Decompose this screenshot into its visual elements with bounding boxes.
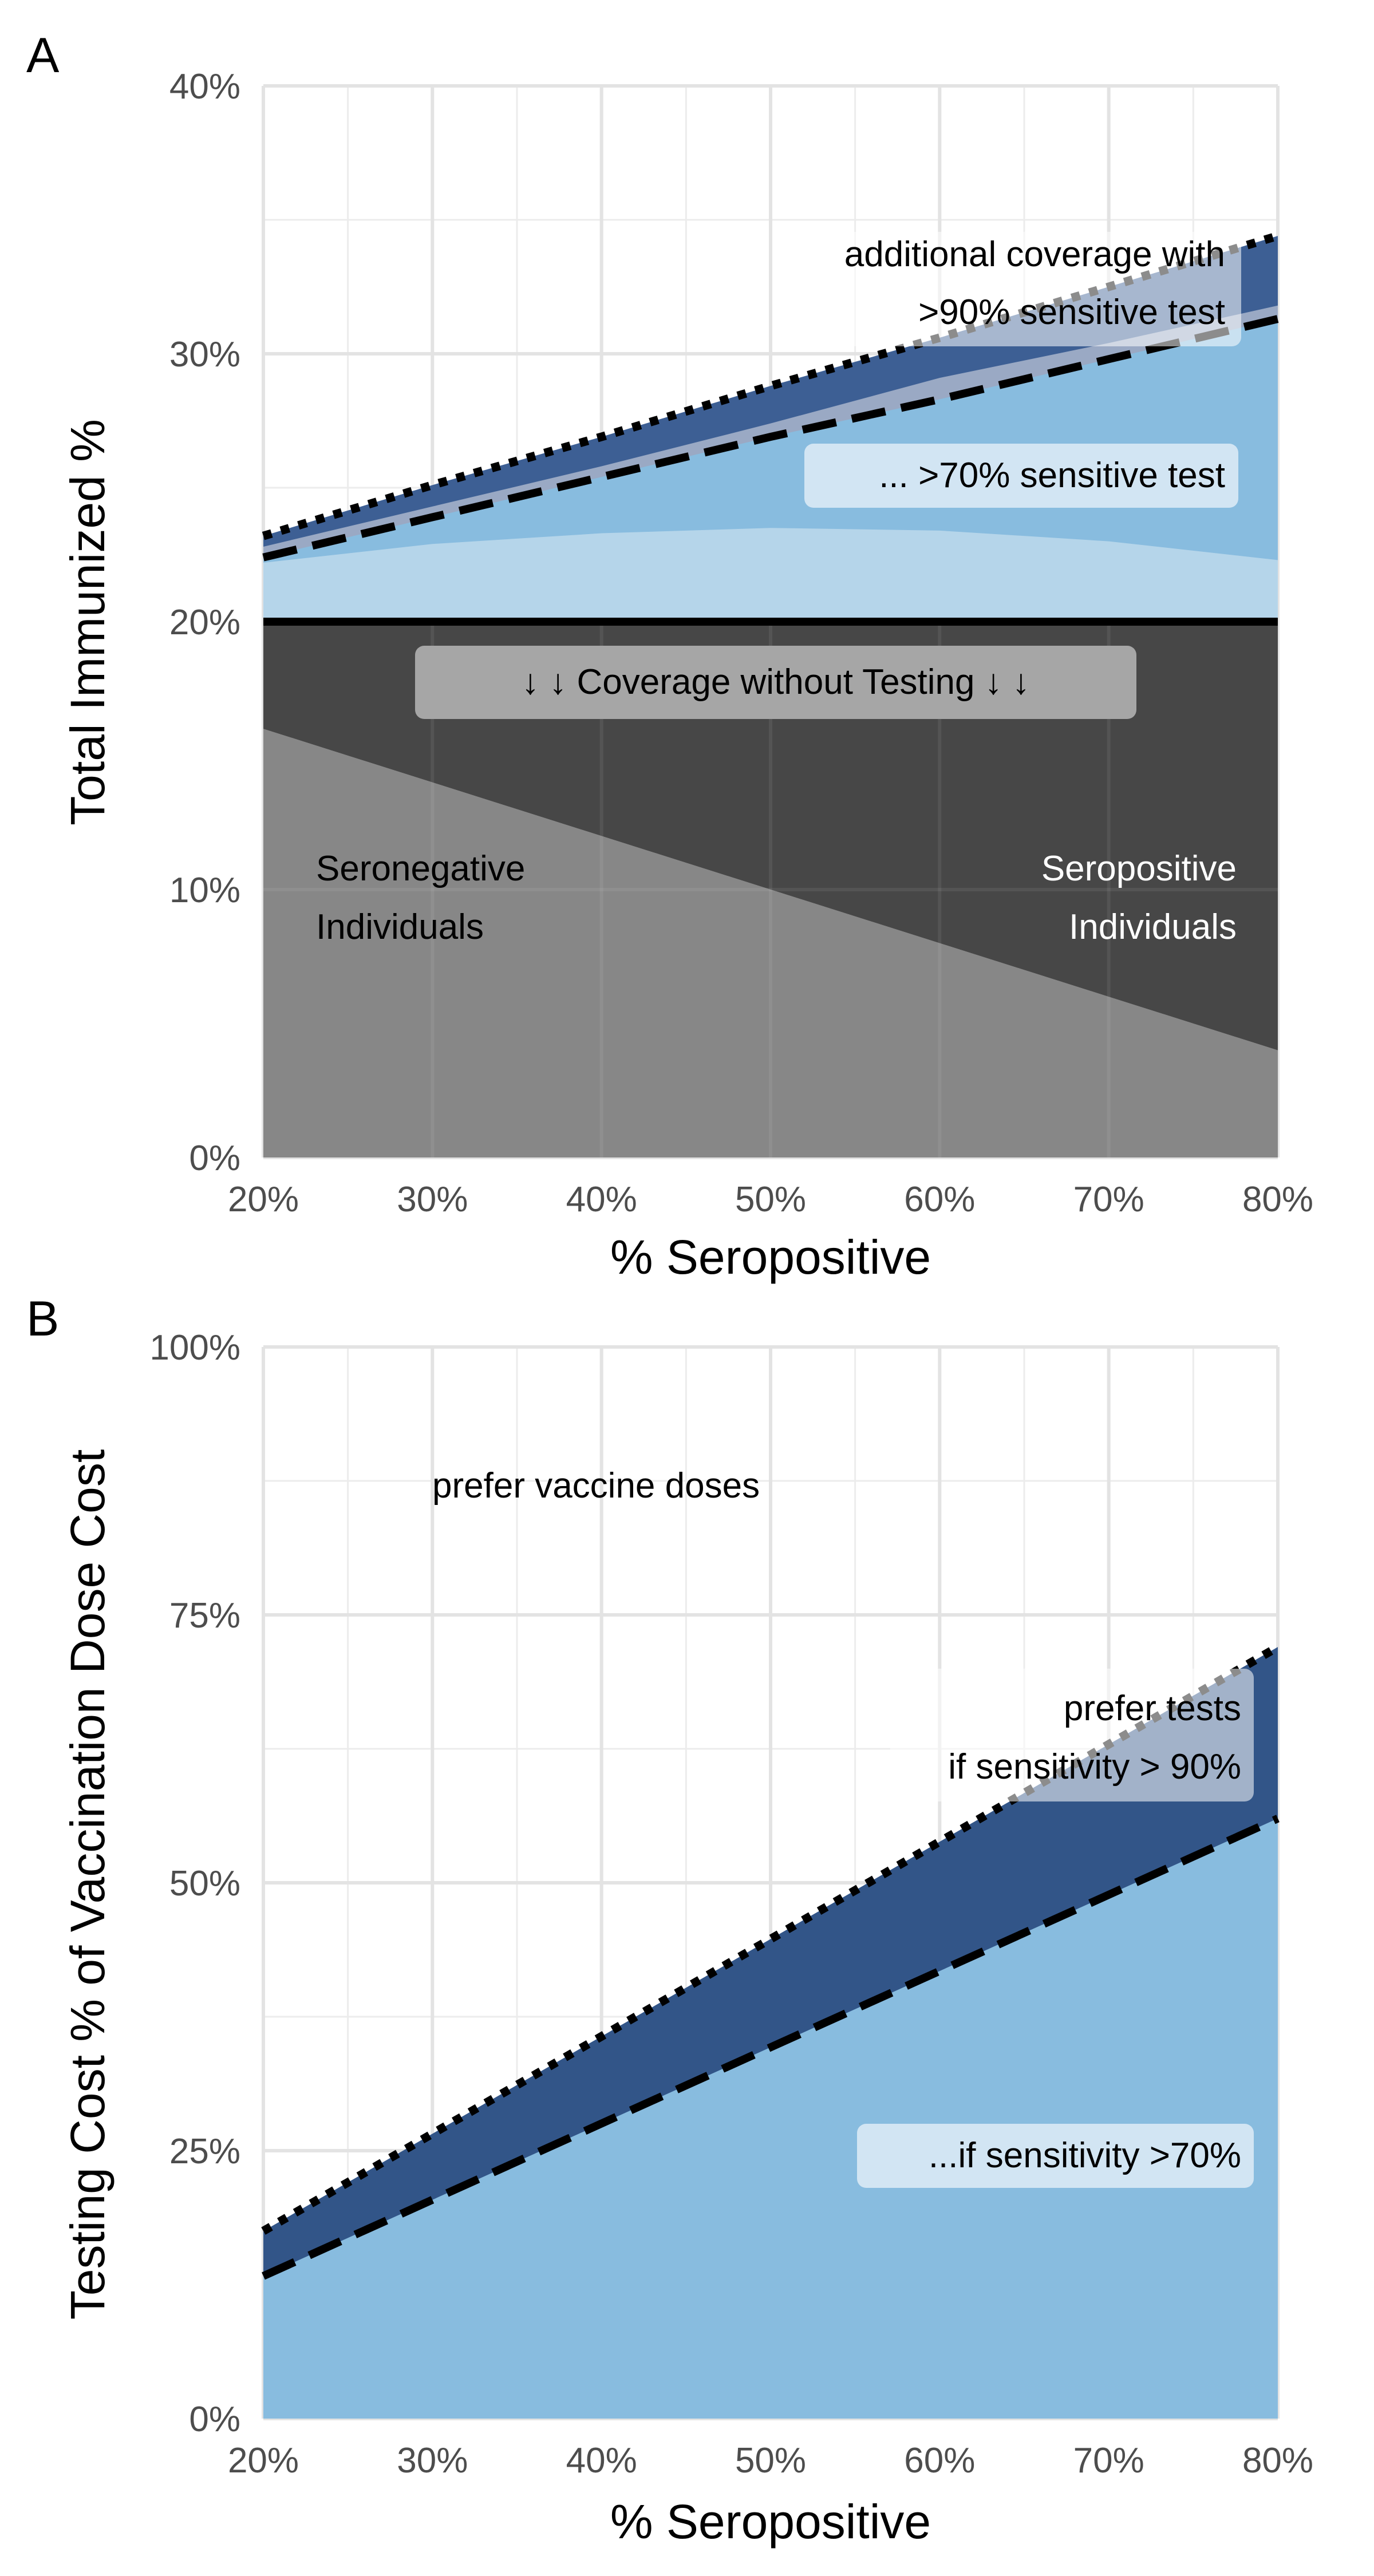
sensitivity-70-dashed-line	[262, 315, 1279, 562]
panel-a-y-tick-labels: 0% 10% 20% 30% 40%	[169, 67, 240, 1178]
panel-a-x-axis-title: % Seropositive	[610, 1230, 931, 1284]
panel-b-y-tick-label: 25%	[169, 2132, 240, 2171]
panel-a-y-axis-title: Total Immunized %	[61, 419, 114, 825]
sensitivity-70-dashed-line	[262, 1815, 1280, 2280]
prefer-tests-label-box	[890, 1669, 1254, 1801]
panel-a-label: A	[26, 28, 60, 83]
seronegative-label-line1: Seronegative	[316, 849, 525, 888]
panel-a-x-tick-label: 50%	[735, 1180, 806, 1219]
sensitive70-label-box	[804, 444, 1238, 508]
prefer-vaccine-label: prefer vaccine doses	[432, 1466, 760, 1506]
additional-coverage-label-box	[813, 232, 1241, 346]
panel-a-y-tick-label: 0%	[189, 1139, 240, 1178]
panel-b-x-tick-label: 80%	[1242, 2441, 1313, 2480]
panel-a-y-tick-label: 30%	[169, 335, 240, 374]
light-blue-area	[263, 528, 1278, 622]
panel-b-x-tick-label: 20%	[228, 2441, 299, 2480]
seronegative-area	[263, 729, 1278, 1157]
panel-a: A ↓ ↓ Coverage without Testing ↓ ↓ ... >…	[26, 28, 1313, 1284]
panel-b-areas	[263, 1647, 1278, 2419]
panel-b-x-tick-label: 50%	[735, 2441, 806, 2480]
panel-b-y-tick-label: 50%	[169, 1864, 240, 1903]
panel-a-x-tick-label: 40%	[566, 1180, 637, 1219]
panel-b-x-axis-title: % Seropositive	[610, 2495, 931, 2549]
panel-b-x-tick-label: 60%	[904, 2441, 975, 2480]
panel-a-x-tick-label: 80%	[1242, 1180, 1313, 1219]
seropositive-area	[263, 622, 1278, 1050]
coverage-without-testing-label: ↓ ↓ Coverage without Testing ↓ ↓	[522, 662, 1030, 702]
additional-coverage-label-line1: additional coverage with	[844, 235, 1225, 274]
panel-a-x-tick-label: 60%	[904, 1180, 975, 1219]
panel-b-y-tick-label: 0%	[189, 2400, 240, 2439]
seropositive-label-line2: Individuals	[1069, 907, 1237, 947]
seronegative-label-line2: Individuals	[316, 907, 484, 947]
additional-coverage-label-line2: >90% sensitive test	[918, 293, 1225, 332]
panel-b-x-tick-label: 40%	[566, 2441, 637, 2480]
panel-b-x-tick-label: 70%	[1073, 2441, 1144, 2480]
seropositive-label-line1: Seropositive	[1041, 849, 1237, 888]
panel-a-x-tick-labels: 20% 30% 40% 50% 60% 70% 80%	[228, 1180, 1313, 1219]
panel-a-y-tick-label: 40%	[169, 67, 240, 106]
panel-b-x-tick-labels: 20% 30% 40% 50% 60% 70% 80%	[228, 2441, 1313, 2480]
prefer-tests-label-line2: if sensitivity > 90%	[948, 1747, 1241, 1787]
prefer-tests-label-line1: prefer tests	[1064, 1689, 1241, 1728]
sensitivity-70-area	[263, 1818, 1278, 2419]
panel-b-y-tick-labels: 0% 25% 50% 75% 100%	[149, 1328, 240, 2439]
coverage-label-box	[415, 646, 1136, 719]
panel-a-x-tick-label: 70%	[1073, 1180, 1144, 1219]
panel-a-x-tick-label: 30%	[397, 1180, 468, 1219]
panel-b: B prefer vaccine doses prefer tests if s…	[26, 1291, 1313, 2549]
panel-b-x-tick-label: 30%	[397, 2441, 468, 2480]
panel-b-y-axis-title: Testing Cost % of Vaccination Dose Cost	[61, 1449, 114, 2320]
panel-b-y-tick-label: 100%	[149, 1328, 240, 1368]
panel-a-y-tick-label: 10%	[169, 871, 240, 910]
panel-a-y-tick-label: 20%	[169, 603, 240, 642]
panel-b-label: B	[26, 1291, 59, 1346]
panel-a-x-tick-label: 20%	[228, 1180, 299, 1219]
sensitive70-label: ... >70% sensitive test	[879, 456, 1225, 495]
panel-a-areas	[263, 236, 1278, 1157]
sens70-label-box	[857, 2124, 1254, 2188]
panel-b-y-tick-label: 75%	[169, 1596, 240, 1635]
sens70-label: ...if sensitivity >70%	[929, 2136, 1241, 2175]
